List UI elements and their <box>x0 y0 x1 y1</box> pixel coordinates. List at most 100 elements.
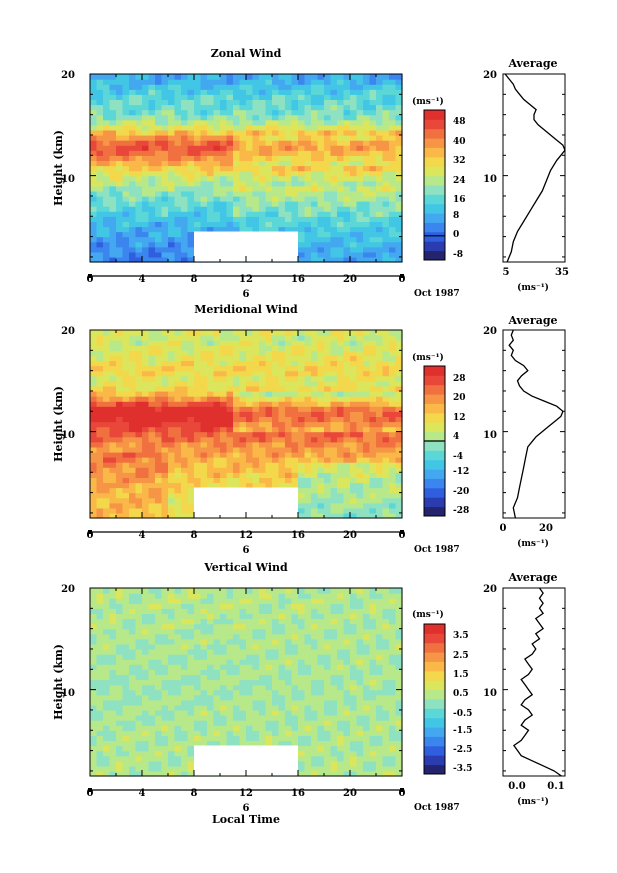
field-cell <box>103 160 111 167</box>
field-cell <box>155 236 163 243</box>
field-cell <box>207 406 215 412</box>
field-cell <box>246 426 254 433</box>
field-cell <box>103 89 111 95</box>
field-cell <box>174 482 182 489</box>
field-cell <box>181 628 189 635</box>
field-cell <box>148 79 156 85</box>
field-cell <box>90 755 98 762</box>
field-cell <box>207 370 215 377</box>
field-cell <box>330 482 338 489</box>
field-cell <box>200 659 208 665</box>
field-cell <box>298 256 306 263</box>
field-cell <box>389 119 397 126</box>
field-cell <box>129 89 137 95</box>
field-cell <box>317 150 325 156</box>
field-cell <box>285 715 293 721</box>
field-cell <box>109 725 117 731</box>
field-cell <box>96 155 104 161</box>
field-cell <box>395 482 403 489</box>
field-cell <box>129 165 137 172</box>
field-cell <box>389 497 397 504</box>
field-cell <box>142 689 150 696</box>
field-cell <box>246 628 254 635</box>
field-cell <box>330 436 338 443</box>
field-cell <box>200 608 208 614</box>
field-cell <box>187 180 195 187</box>
field-cell <box>213 720 221 726</box>
field-cell <box>116 643 124 650</box>
field-cell <box>226 441 234 448</box>
field-cell <box>252 441 260 448</box>
field-cell <box>194 467 202 473</box>
field-cell <box>129 441 137 448</box>
field-cell <box>155 84 163 90</box>
field-cell <box>395 360 403 367</box>
field-cell <box>168 628 176 635</box>
field-cell <box>220 446 228 453</box>
field-cell <box>311 340 319 346</box>
field-cell <box>135 375 143 382</box>
field-cell <box>363 492 371 499</box>
field-cell <box>109 451 117 458</box>
field-cell <box>90 89 98 95</box>
field-cell <box>129 502 137 509</box>
field-cell <box>174 426 182 433</box>
field-cell <box>220 457 228 463</box>
field-cell <box>174 375 182 382</box>
field-cell <box>252 406 260 412</box>
colorbar-swatch <box>424 222 445 233</box>
field-cell <box>135 457 143 463</box>
field-cell <box>369 492 377 499</box>
field-cell <box>226 104 234 111</box>
field-cell <box>174 755 182 762</box>
field-cell <box>109 740 117 747</box>
colorbar-label: 40 <box>453 137 466 147</box>
field-cell <box>356 124 364 131</box>
field-cell <box>220 135 228 141</box>
field-cell <box>233 104 241 111</box>
field-cell <box>363 375 371 382</box>
field-cell <box>369 365 377 372</box>
field-cell <box>239 201 247 207</box>
field-cell <box>181 94 189 100</box>
field-cell <box>168 391 176 397</box>
field-cell <box>213 365 221 372</box>
field-cell <box>285 684 293 691</box>
field-cell <box>174 492 182 499</box>
field-cell <box>291 170 299 177</box>
x-tick-label: 0 <box>87 788 94 799</box>
field-cell <box>148 689 156 696</box>
field-cell <box>213 436 221 443</box>
field-cell <box>200 340 208 346</box>
field-cell <box>291 462 299 468</box>
field-cell <box>142 175 150 182</box>
field-cell <box>259 360 267 367</box>
field-cell <box>194 401 202 407</box>
field-cell <box>350 492 358 499</box>
field-cell <box>148 185 156 192</box>
field-cell <box>129 330 137 336</box>
field-cell <box>252 99 260 106</box>
field-cell <box>174 720 182 726</box>
field-cell <box>155 659 163 665</box>
field-cell <box>239 694 247 701</box>
field-cell <box>233 633 241 640</box>
field-cell <box>363 472 371 478</box>
field-cell <box>168 84 176 90</box>
field-cell <box>122 745 130 752</box>
field-cell <box>298 355 306 362</box>
field-cell <box>194 385 202 392</box>
field-cell <box>187 160 195 167</box>
field-cell <box>90 150 98 156</box>
y-tick-label: 10 <box>61 688 75 699</box>
field-cell <box>213 588 221 594</box>
field-cell <box>304 457 312 463</box>
field-cell <box>109 492 117 499</box>
field-cell <box>181 770 189 777</box>
field-cell <box>155 211 163 217</box>
field-cell <box>148 623 156 630</box>
field-cell <box>213 704 221 711</box>
field-cell <box>272 226 280 233</box>
field-cell <box>330 375 338 382</box>
field-cell <box>96 704 104 711</box>
